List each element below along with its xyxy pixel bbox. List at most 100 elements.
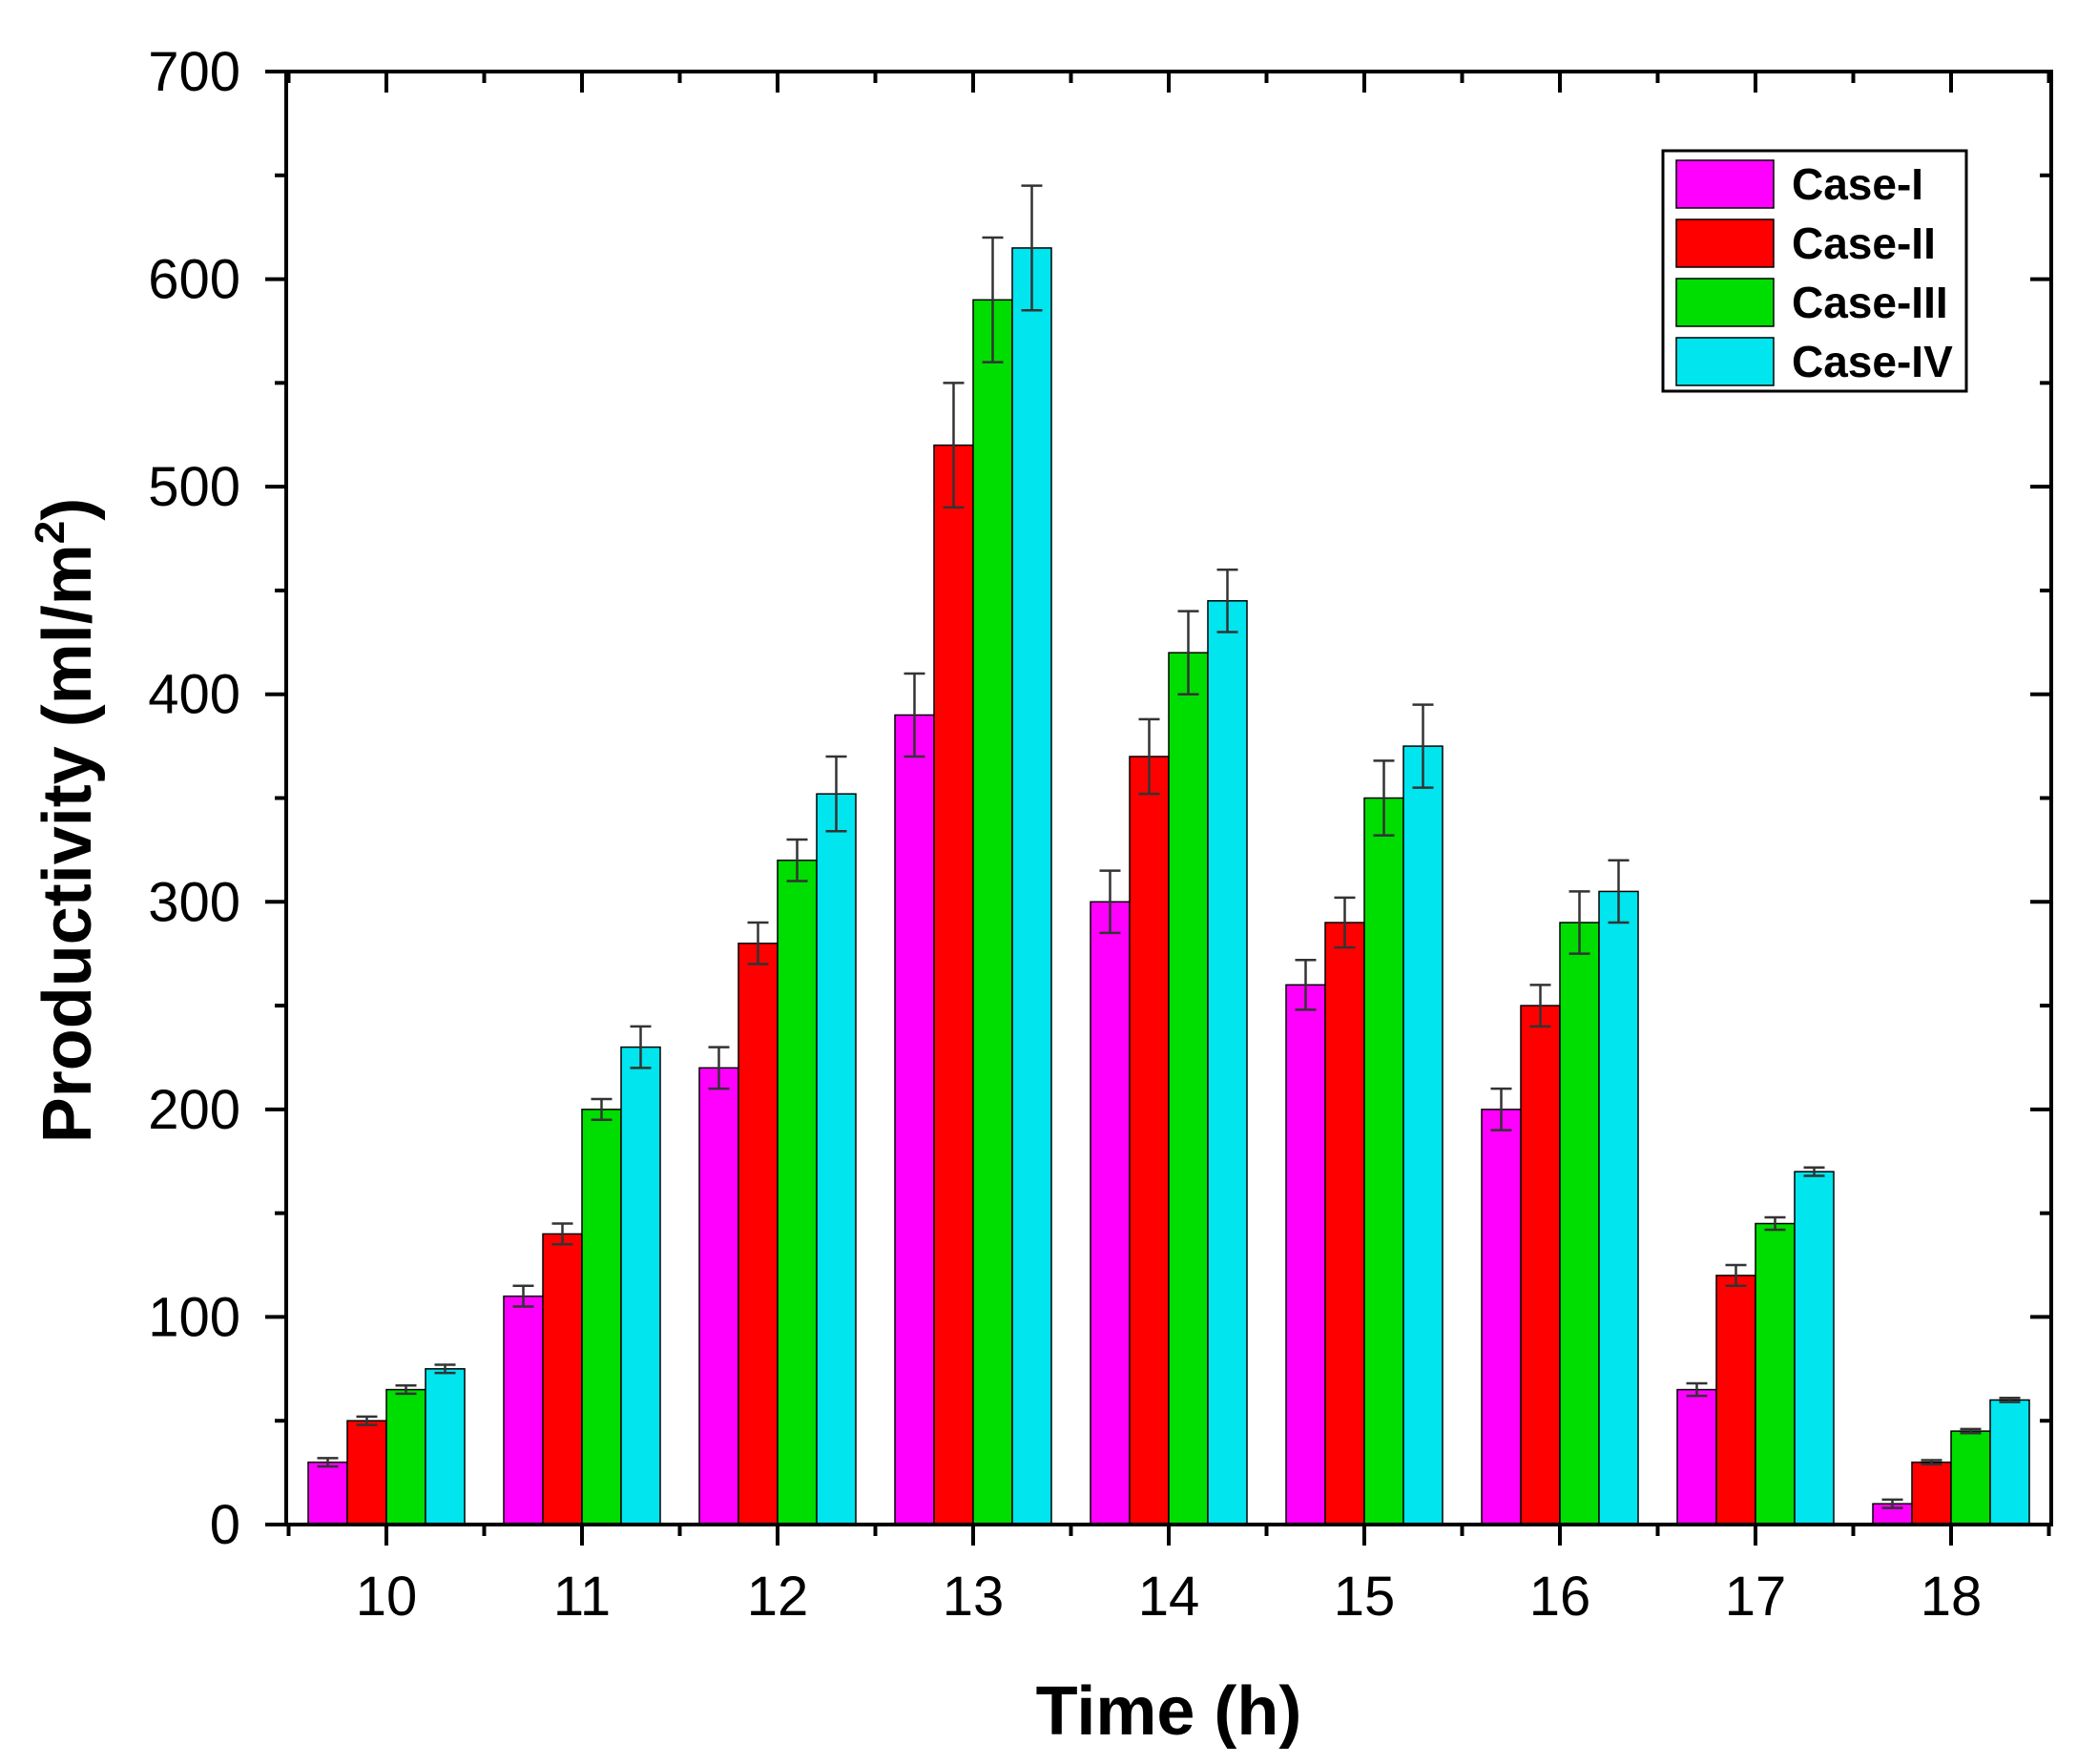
bar-Case-III-16 <box>1559 922 1600 1525</box>
error-bar-Case-III-11 <box>591 1097 613 1121</box>
error-bar-Case-II-11 <box>551 1222 573 1246</box>
legend-label-Case-III: Case-III <box>1792 278 1948 327</box>
y-axis-title: Productivity (ml/m2) <box>27 498 106 1144</box>
error-bar-Case-IV-15 <box>1412 703 1434 789</box>
x-axis-title: Time (h) <box>1036 1673 1302 1750</box>
legend-label-Case-IV: Case-IV <box>1792 337 1953 386</box>
bars-layer <box>307 247 2030 1525</box>
x-tick-label: 11 <box>553 1566 611 1628</box>
tick-labels-layer: 0 100 200 300 400 500 600 700 10 11 12 13 14 15 16 17 18 <box>148 41 1982 1628</box>
error-bar-Case-II-14 <box>1138 717 1160 796</box>
y-tick-label: 500 <box>148 456 240 518</box>
y-tick-label: 700 <box>148 41 240 103</box>
bar-Case-III-18 <box>1950 1430 1991 1525</box>
bar-Case-III-12 <box>777 860 818 1525</box>
error-bar-Case-I-16 <box>1490 1087 1512 1131</box>
bar-Case-III-11 <box>581 1109 622 1525</box>
error-bar-Case-IV-14 <box>1216 568 1238 633</box>
error-bar-Case-II-15 <box>1334 896 1356 949</box>
bar-Case-IV-18 <box>1989 1399 2030 1525</box>
bar-Case-I-13 <box>894 714 935 1525</box>
error-bar-Case-III-12 <box>786 838 808 882</box>
y-axis-title-close: ) <box>30 498 106 521</box>
error-bar-Case-IV-17 <box>1803 1166 1825 1177</box>
error-bar-Case-III-10 <box>395 1383 417 1396</box>
y-axis-title-superscript: 2 <box>27 521 73 544</box>
bar-Case-III-15 <box>1363 797 1404 1525</box>
error-bar-Case-IV-10 <box>434 1363 456 1375</box>
bar-Case-I-15 <box>1285 984 1326 1525</box>
error-bar-Case-II-10 <box>356 1415 378 1426</box>
bar-Case-IV-11 <box>620 1046 661 1525</box>
error-bar-Case-I-11 <box>512 1284 534 1308</box>
y-tick-label: 100 <box>148 1286 240 1348</box>
error-bar-Case-IV-18 <box>1999 1397 2021 1403</box>
x-tick-label: 17 <box>1725 1566 1787 1628</box>
bar-Case-II-16 <box>1520 1005 1561 1525</box>
bar-Case-II-11 <box>542 1233 583 1525</box>
legend-label-Case-I: Case-I <box>1792 159 1923 209</box>
error-bars-layer <box>317 184 2021 1509</box>
x-tick-label: 10 <box>356 1566 418 1628</box>
bar-Case-II-14 <box>1129 756 1170 1525</box>
bar-Case-III-17 <box>1755 1222 1796 1525</box>
x-tick-label: 12 <box>747 1566 809 1628</box>
legend-swatch-Case-III <box>1675 278 1775 327</box>
error-bar-Case-I-17 <box>1686 1381 1708 1398</box>
error-bar-Case-II-16 <box>1529 984 1551 1028</box>
bar-Case-I-17 <box>1676 1388 1717 1525</box>
bar-Case-IV-10 <box>425 1368 466 1525</box>
bar-Case-I-16 <box>1481 1109 1522 1525</box>
error-bar-Case-I-18 <box>1881 1498 1903 1509</box>
x-tick-label: 16 <box>1529 1566 1591 1628</box>
legend-swatch-Case-I <box>1675 159 1775 209</box>
bar-Case-I-10 <box>307 1461 348 1525</box>
error-bar-Case-III-14 <box>1177 610 1199 695</box>
bar-Case-III-13 <box>972 299 1013 1525</box>
bar-Case-IV-14 <box>1207 600 1248 1525</box>
error-bar-Case-IV-12 <box>825 755 847 833</box>
bar-Case-II-15 <box>1324 922 1365 1525</box>
bar-Case-IV-12 <box>816 793 857 1525</box>
y-tick-label: 300 <box>148 871 240 933</box>
bar-Case-III-14 <box>1168 652 1209 1525</box>
error-bar-Case-I-15 <box>1295 958 1317 1011</box>
bar-Case-IV-16 <box>1598 890 1639 1525</box>
bar-Case-II-10 <box>346 1420 387 1525</box>
error-bar-Case-IV-13 <box>1021 184 1043 312</box>
legend-label-Case-II: Case-II <box>1792 218 1936 268</box>
y-tick-label: 200 <box>148 1079 240 1141</box>
error-bar-Case-I-14 <box>1099 869 1121 935</box>
error-bar-Case-III-15 <box>1373 759 1395 837</box>
legend-swatch-Case-IV <box>1675 337 1775 386</box>
bar-Case-I-12 <box>698 1067 739 1525</box>
error-bar-Case-II-17 <box>1725 1263 1747 1288</box>
y-axis-title-main: Productivity (ml/m <box>30 544 106 1143</box>
error-bar-Case-III-13 <box>982 236 1004 363</box>
ticks-layer <box>265 70 2051 1546</box>
bar-Case-III-10 <box>385 1388 426 1525</box>
bar-Case-I-14 <box>1090 901 1131 1525</box>
error-bar-Case-II-18 <box>1921 1459 1942 1466</box>
bar-Case-IV-17 <box>1794 1171 1835 1525</box>
legend-swatch-Case-II <box>1675 218 1775 268</box>
error-bar-Case-IV-16 <box>1608 859 1630 924</box>
legend-items: Case-I Case-II Case-III Case-IV <box>1675 159 1953 386</box>
y-tick-label: 0 <box>210 1494 240 1556</box>
y-tick-label: 600 <box>148 249 240 311</box>
bar-Case-II-17 <box>1715 1275 1756 1525</box>
error-bar-Case-III-18 <box>1960 1427 1982 1435</box>
bar-Case-IV-15 <box>1402 745 1444 1525</box>
error-bar-Case-III-17 <box>1764 1215 1786 1232</box>
bar-Case-II-12 <box>737 943 779 1525</box>
bar-Case-I-11 <box>503 1295 544 1525</box>
bar-Case-IV-13 <box>1011 247 1052 1525</box>
error-bar-Case-I-12 <box>708 1046 730 1090</box>
error-bar-Case-II-12 <box>747 921 769 965</box>
bar-Case-II-13 <box>933 444 974 1525</box>
error-bar-Case-I-10 <box>317 1457 339 1468</box>
error-bar-Case-II-13 <box>943 382 965 509</box>
x-tick-label: 14 <box>1138 1566 1200 1628</box>
x-tick-label: 13 <box>943 1566 1005 1628</box>
